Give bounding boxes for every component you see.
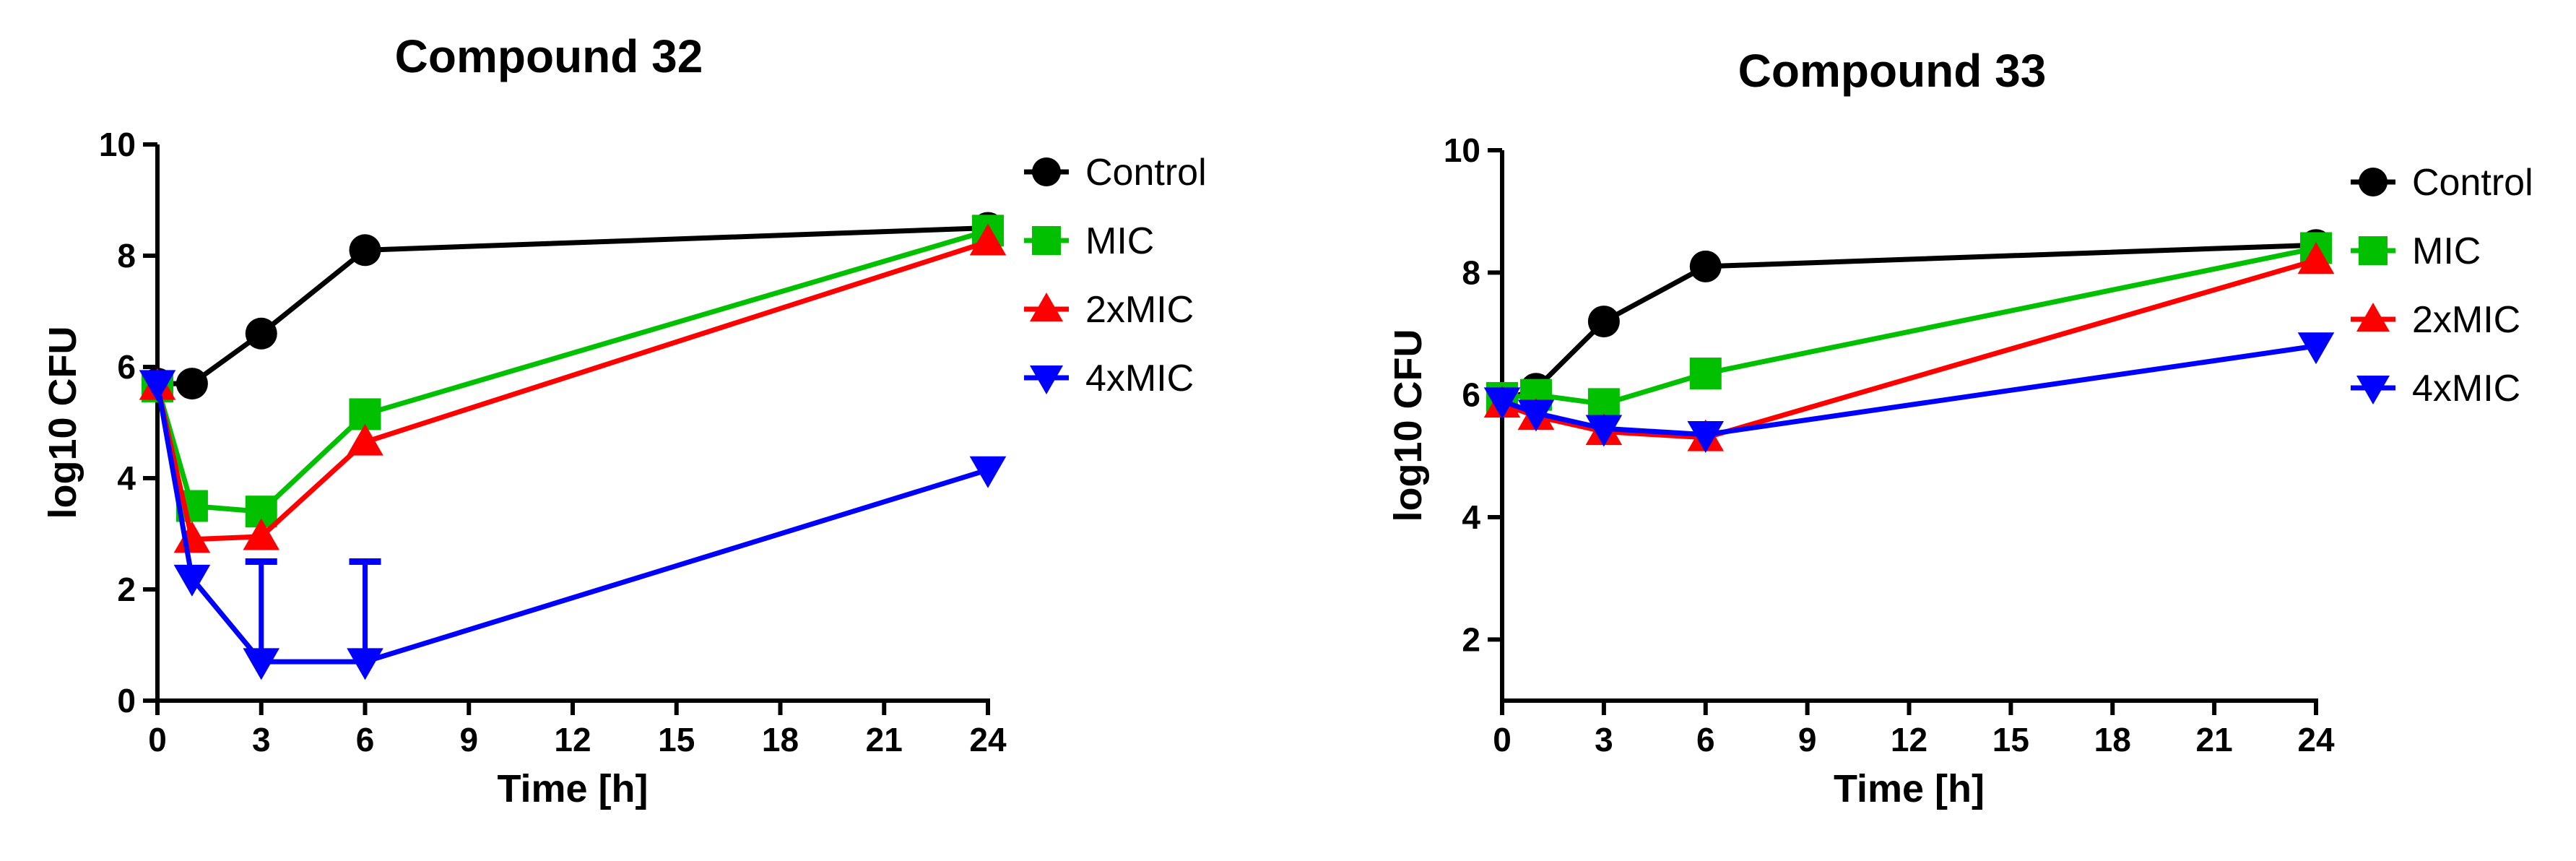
- chart2-x-tick-label: 21: [2196, 721, 2233, 758]
- chart1-legend-marker: [1032, 157, 1061, 186]
- chart1-2xmic-point: [347, 423, 383, 456]
- chart2-4xmic-point: [1687, 421, 1725, 453]
- chart2-legend-item-2xmic: 2xMIC: [2351, 299, 2520, 341]
- chart2-legend-label: MIC: [2412, 230, 2481, 272]
- chart1-title: Compound 32: [395, 30, 703, 82]
- chart2-x-tick-label: 3: [1595, 721, 1613, 758]
- chart1-y-tick-label: 8: [117, 237, 136, 274]
- chart1-legend-label: MIC: [1085, 220, 1154, 262]
- chart2-x-tick-label: 12: [1891, 721, 1927, 758]
- chart1-legend-item-4xmic: 4xMIC: [1024, 358, 1194, 399]
- chart2-legend-label: 4xMIC: [2412, 368, 2520, 410]
- chart1-series-control: [142, 212, 1004, 400]
- chart1-x-tick-label: 21: [866, 721, 903, 758]
- chart2-mic-point: [1689, 358, 1722, 390]
- chart1-x-tick-label: 18: [762, 721, 799, 758]
- chart1-x-tick-label: 6: [356, 721, 375, 758]
- chart2-control-point: [1689, 250, 1722, 282]
- chart2-legend-label: Control: [2412, 162, 2533, 204]
- chart1-y-tick-label: 10: [99, 126, 136, 163]
- chart2-x-tick-label: 0: [1493, 721, 1512, 758]
- chart1-control-point: [175, 368, 208, 400]
- chart1-4xmic-point: [347, 648, 383, 680]
- chart2-legend-label: 2xMIC: [2412, 299, 2520, 341]
- chart2-y-axis-label: log10 CFU: [1387, 329, 1430, 522]
- chart1-legend-item-control: Control: [1024, 152, 1207, 194]
- chart1-x-tick-label: 15: [658, 721, 695, 758]
- chart1-x-tick-label: 12: [554, 721, 591, 758]
- chart2-y-tick-label: 4: [1462, 498, 1480, 536]
- chart1-y-tick-label: 2: [117, 571, 136, 608]
- chart1-x-axis-label: Time [h]: [497, 767, 648, 810]
- chart2-4xmic-point: [1483, 387, 1521, 420]
- chart1-4xmic-point: [243, 648, 280, 680]
- chart2-title: Compound 33: [1738, 45, 2047, 97]
- chart2-series-4xmic: [1483, 332, 2335, 453]
- chart2-legend-marker: [2359, 168, 2388, 196]
- chart2-legend-marker: [2356, 303, 2390, 332]
- chart2-4xmic-line: [1501, 343, 2317, 438]
- chart1-2xmic-point: [969, 223, 1007, 256]
- chart1-2xmic-point: [173, 521, 211, 553]
- chart1-y-tick-label: 4: [117, 459, 136, 497]
- chart1-mic-line: [155, 228, 989, 514]
- chart1-y-axis-label: log10 CFU: [41, 326, 84, 519]
- chart1-legend-item-2xmic: 2xMIC: [1024, 289, 1194, 331]
- chart1-y-tick-label: 0: [117, 682, 136, 719]
- chart2-x-tick-label: 15: [1992, 721, 2029, 758]
- chart2-4xmic-point: [2297, 332, 2335, 365]
- chart1-4xmic-point: [139, 370, 176, 402]
- chart2-y-tick-label: 8: [1462, 254, 1480, 291]
- chart1-x-tick-label: 24: [969, 721, 1007, 758]
- chart2-y-tick-label: 6: [1462, 376, 1480, 414]
- chart1-legend-label: 4xMIC: [1085, 358, 1194, 399]
- chart1-legend-item-mic: MIC: [1024, 220, 1154, 262]
- chart1-x-tick-label: 3: [252, 721, 271, 758]
- chart1-control-point: [245, 317, 277, 350]
- chart2-4xmic-point: [1517, 399, 1555, 432]
- chart2-2xmic-line: [1501, 258, 2317, 441]
- chart1-x-tick-label: 9: [459, 721, 478, 758]
- chart1-legend-marker: [1030, 293, 1063, 321]
- chart1-series-mic: [142, 215, 1004, 528]
- chart2-x-axis-label: Time [h]: [1834, 767, 1985, 810]
- chart1-control-line: [157, 225, 989, 386]
- chart2-4xmic-point: [1585, 415, 1623, 447]
- chart2-legend-marker: [2356, 376, 2390, 404]
- chart2-x-tick-label: 18: [2094, 721, 2131, 758]
- chart1-series-2xmic: [139, 223, 1007, 553]
- chart1-4xmic-point: [969, 456, 1007, 488]
- chart2-legend-marker: [2359, 236, 2388, 265]
- chart2-y-tick-label: 2: [1462, 620, 1480, 658]
- chart1-legend-label: 2xMIC: [1085, 289, 1194, 331]
- chart2-x-tick-label: 6: [1696, 721, 1715, 758]
- chart1-x-tick-label: 0: [148, 721, 167, 758]
- chart2-x-tick-label: 24: [2297, 721, 2335, 758]
- chart2-y-tick-label: 10: [1444, 131, 1480, 169]
- chart1-legend-marker: [1032, 226, 1061, 255]
- chart2-legend-item-control: Control: [2351, 162, 2533, 204]
- chart2-x-tick-label: 9: [1798, 721, 1817, 758]
- chart1-control-point: [349, 234, 381, 267]
- chart1-series-4xmic: [139, 370, 1007, 680]
- chart2-2xmic-point: [2297, 242, 2335, 274]
- chart1-4xmic-point: [173, 564, 211, 597]
- chart1-legend-label: Control: [1085, 152, 1207, 194]
- chart1-legend-marker: [1030, 365, 1063, 394]
- chart2-control-point: [1587, 306, 1620, 338]
- chart1-2xmic-point: [243, 518, 280, 550]
- chart2-legend-item-4xmic: 4xMIC: [2351, 368, 2520, 410]
- chart1-y-tick-label: 6: [117, 348, 136, 386]
- chart1-4xmic-line: [155, 383, 989, 665]
- chart2-legend-item-mic: MIC: [2351, 230, 2481, 272]
